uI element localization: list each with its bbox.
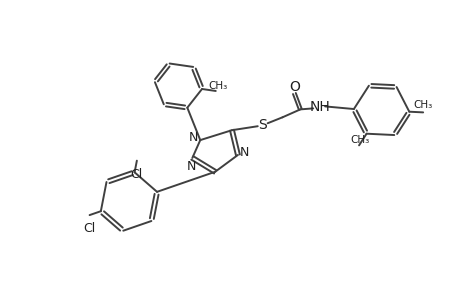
Text: O: O [288, 80, 299, 94]
Text: Cl: Cl [130, 168, 143, 181]
Text: N: N [186, 160, 196, 173]
Text: Cl: Cl [83, 222, 95, 235]
Text: N: N [240, 146, 249, 160]
Text: S: S [258, 118, 267, 132]
Text: NH: NH [309, 100, 330, 114]
Text: CH₃: CH₃ [350, 135, 369, 146]
Text: CH₃: CH₃ [207, 81, 227, 91]
Text: N: N [188, 130, 198, 144]
Text: CH₃: CH₃ [413, 100, 432, 110]
